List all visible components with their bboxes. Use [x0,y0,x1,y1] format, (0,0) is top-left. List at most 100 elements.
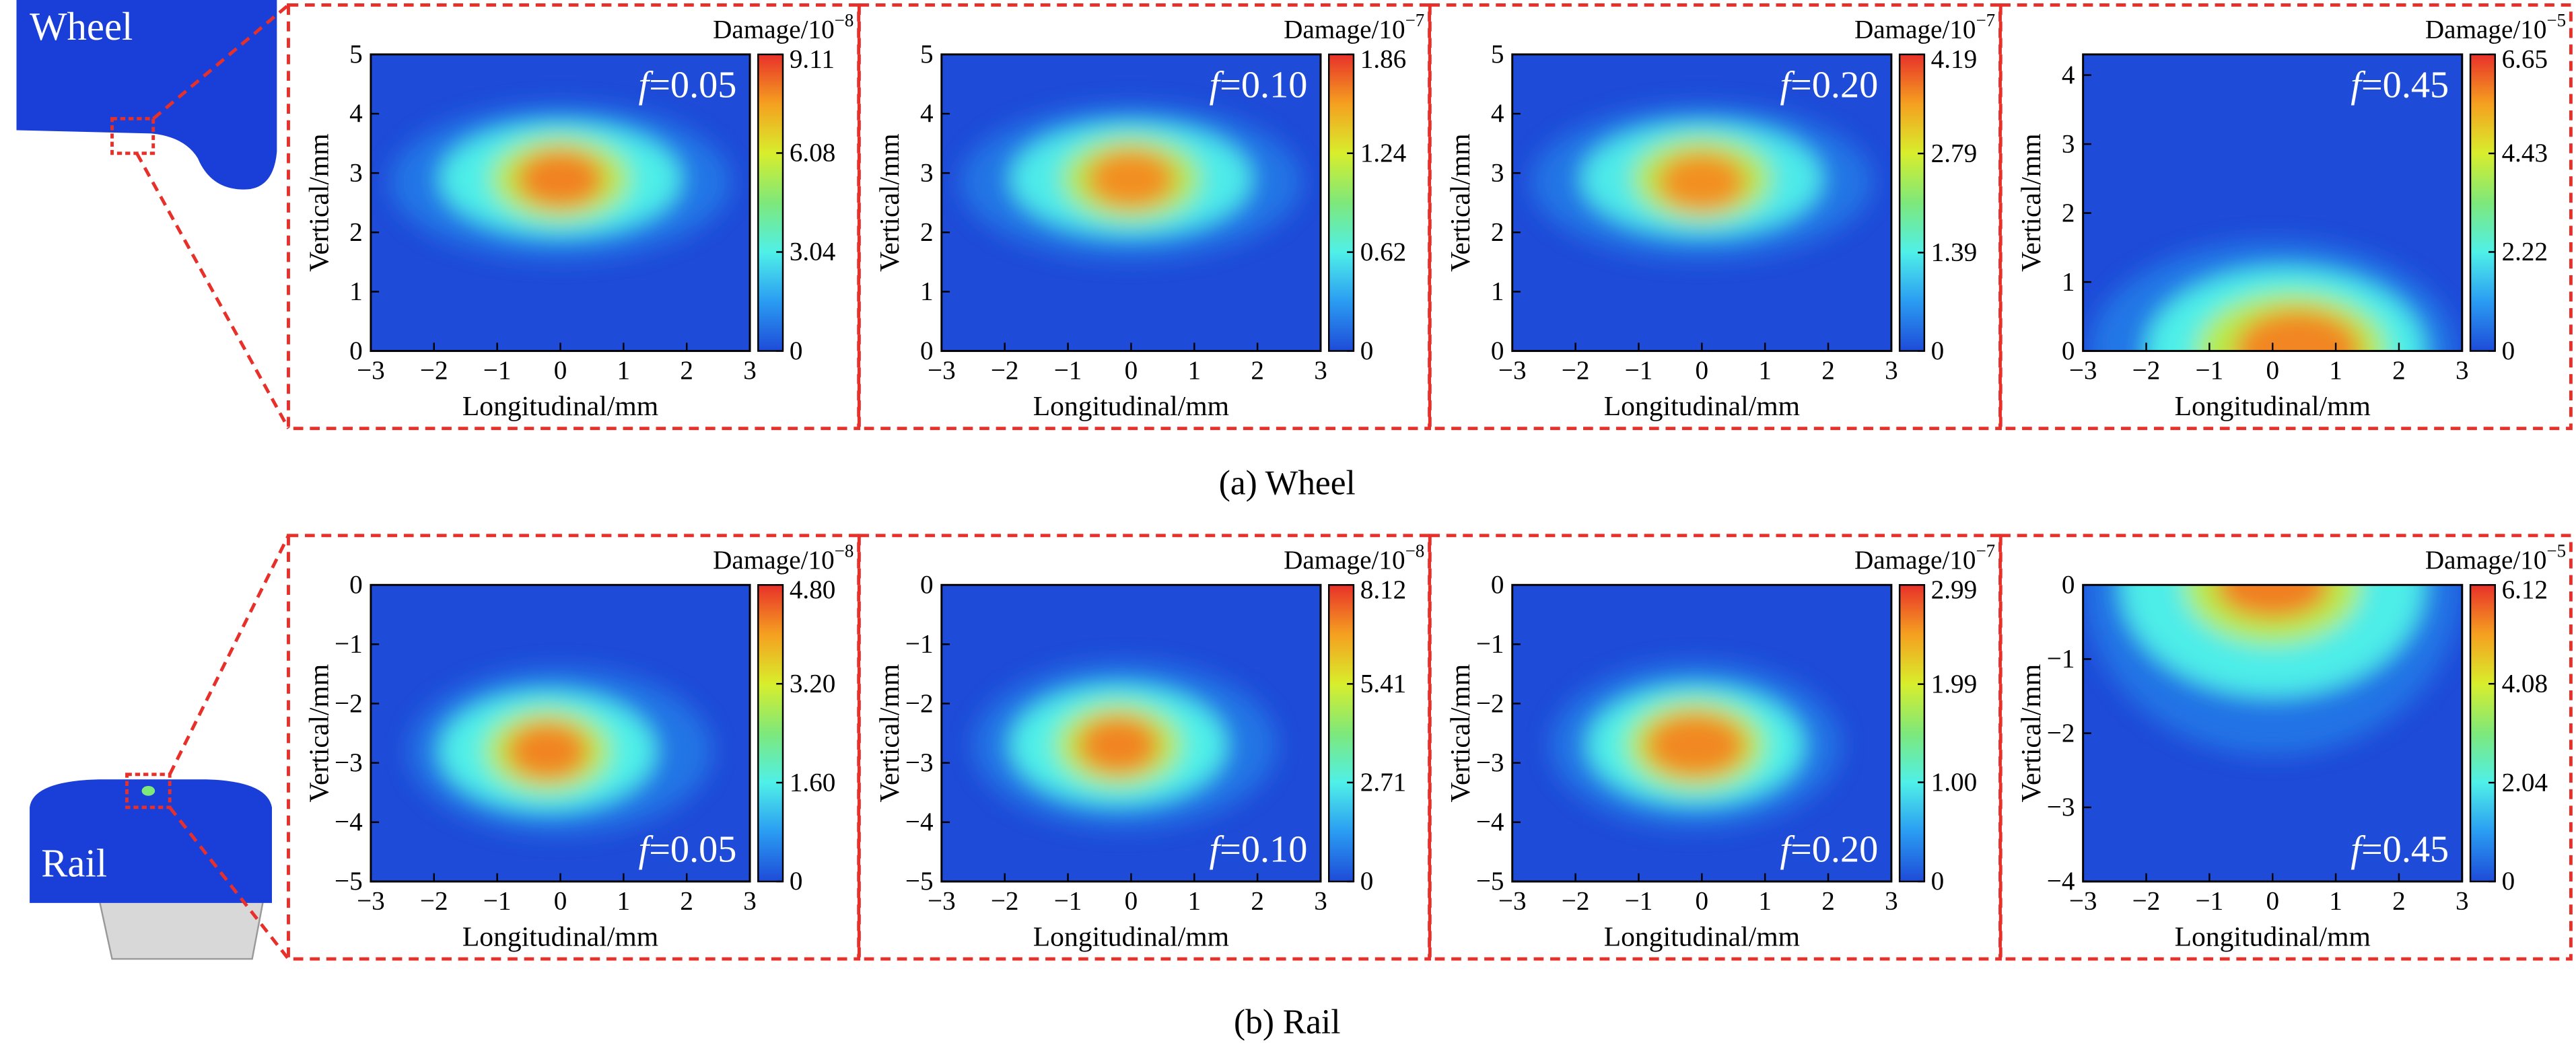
x-tick-label: 2 [2392,887,2406,916]
colorbar-exponent: −7 [1405,10,1425,30]
panel-frame [857,534,1432,961]
y-axis-label: Vertical/mm [874,133,905,272]
y-tick-label: 5 [920,40,934,69]
y-tick-label: 3 [349,158,363,187]
annotation: f=0.45 [2351,65,2449,106]
colorbar-tick-label: 2.04 [2502,768,2548,797]
x-tick-label: 0 [2266,356,2279,385]
contour [2215,585,2330,618]
y-tick-label: −4 [905,807,934,836]
panel-frame [287,3,861,431]
panel-frame [1998,534,2573,961]
contour [2234,310,2361,351]
colorbar-label-text: Damage/10 [1854,546,1976,575]
colorbar-tick-label: 4.08 [2502,669,2548,698]
colorbar-tick-label: 8.12 [1360,575,1407,604]
colorbar [757,584,784,883]
colorbar-label: Damage/10−5 [2425,10,2566,44]
colorbar [1327,53,1355,352]
annotation-text: =0.45 [2361,829,2449,871]
colorbar-label-text: Damage/10 [1854,15,1976,44]
colorbar-label: Damage/10−7 [1284,10,1424,44]
y-tick-label: 1 [920,277,934,306]
y-tick-label: −2 [2047,719,2075,748]
x-tick-label: 1 [1187,356,1201,385]
colorbar-tick-label: 1.39 [1931,238,1978,267]
x-tick-label: 1 [2329,356,2342,385]
colorbar-tick-label: 3.20 [790,669,836,698]
colorbar-label-text: Damage/10 [2425,546,2547,575]
colorbar-label-text: Damage/10 [1284,15,1405,44]
colorbar-exponent: −8 [835,541,854,561]
y-tick-label: 2 [920,218,934,247]
x-tick-label: 3 [743,887,757,916]
colorbar-label: Damage/10−5 [2425,541,2566,575]
y-tick-label: 4 [2062,61,2075,89]
x-tick-label: 3 [2456,887,2469,916]
contour-group [409,668,712,834]
y-tick-label: 0 [1491,571,1504,600]
colorbar-label-text: Damage/10 [713,15,835,44]
x-tick-label: 2 [1251,887,1264,916]
y-tick-label: 4 [349,99,363,128]
caption: (b) Rail [1234,1003,1340,1041]
y-tick-label: 1 [2062,267,2075,296]
x-axis-label: Longitudinal/mm [1604,921,1800,952]
x-axis-label: Longitudinal/mm [462,391,658,422]
colorbar-label-text: Damage/10 [1284,546,1405,575]
part-label: Rail [41,842,107,886]
panel-frame [1998,3,2573,431]
x-tick-label: −1 [483,887,512,916]
colorbar-label: Damage/10−8 [713,541,854,575]
x-tick-label: −2 [2132,356,2161,385]
x-tick-label: 1 [1187,887,1201,916]
contour-group [1550,661,1841,828]
x-axis-label: Longitudinal/mm [1033,921,1229,952]
rail-web [98,897,265,960]
y-tick-label: 1 [1491,277,1504,306]
y-tick-label: 3 [2062,129,2075,158]
annotation-text: =0.10 [1220,829,1307,871]
colorbar-tick-label: 2.71 [1360,768,1407,797]
y-axis-label: Vertical/mm [874,664,905,803]
x-tick-label: 2 [1821,356,1835,385]
colorbar [2469,53,2497,352]
colorbar-label: Damage/10−8 [713,10,854,44]
heatmap-field [370,585,751,882]
colorbar-tick-label: 0 [790,336,803,365]
colorbar-label: Damage/10−7 [1854,541,1995,575]
colorbar-tick-label: 0 [1931,867,1945,896]
y-tick-label: 2 [1491,218,1504,247]
y-tick-label: 5 [349,40,363,69]
y-tick-label: −2 [905,689,934,718]
y-tick-label: −3 [2047,793,2075,822]
y-tick-label: −1 [2047,645,2075,674]
y-tick-label: 3 [1491,158,1504,187]
x-tick-label: 2 [1251,356,1264,385]
contour-group [973,661,1277,828]
x-tick-label: −3 [1498,356,1527,385]
contour-group [390,104,731,259]
x-tick-label: −3 [357,356,385,385]
y-tick-label: −3 [905,748,934,777]
y-tick-label: −1 [1476,630,1504,659]
contour-group [960,104,1302,259]
colorbar-tick-label: 6.12 [2502,575,2548,604]
annotation: f=0.45 [2351,829,2449,871]
x-tick-label: 0 [2266,887,2279,916]
panel-frame [1428,3,2002,431]
colorbar-exponent: −7 [1976,10,1995,30]
x-tick-label: 0 [1125,356,1138,385]
zoom-line [135,152,290,429]
contour-group [2083,585,2462,756]
zoom-line [168,534,290,775]
colorbar [1898,584,1926,883]
colorbar-tick-label: 1.60 [790,768,836,797]
y-tick-label: −5 [335,867,363,896]
x-tick-label: −2 [1562,887,1590,916]
y-axis-label: Vertical/mm [304,664,335,803]
colorbar [757,53,784,352]
x-tick-label: 0 [554,356,567,385]
contour [1657,152,1747,212]
